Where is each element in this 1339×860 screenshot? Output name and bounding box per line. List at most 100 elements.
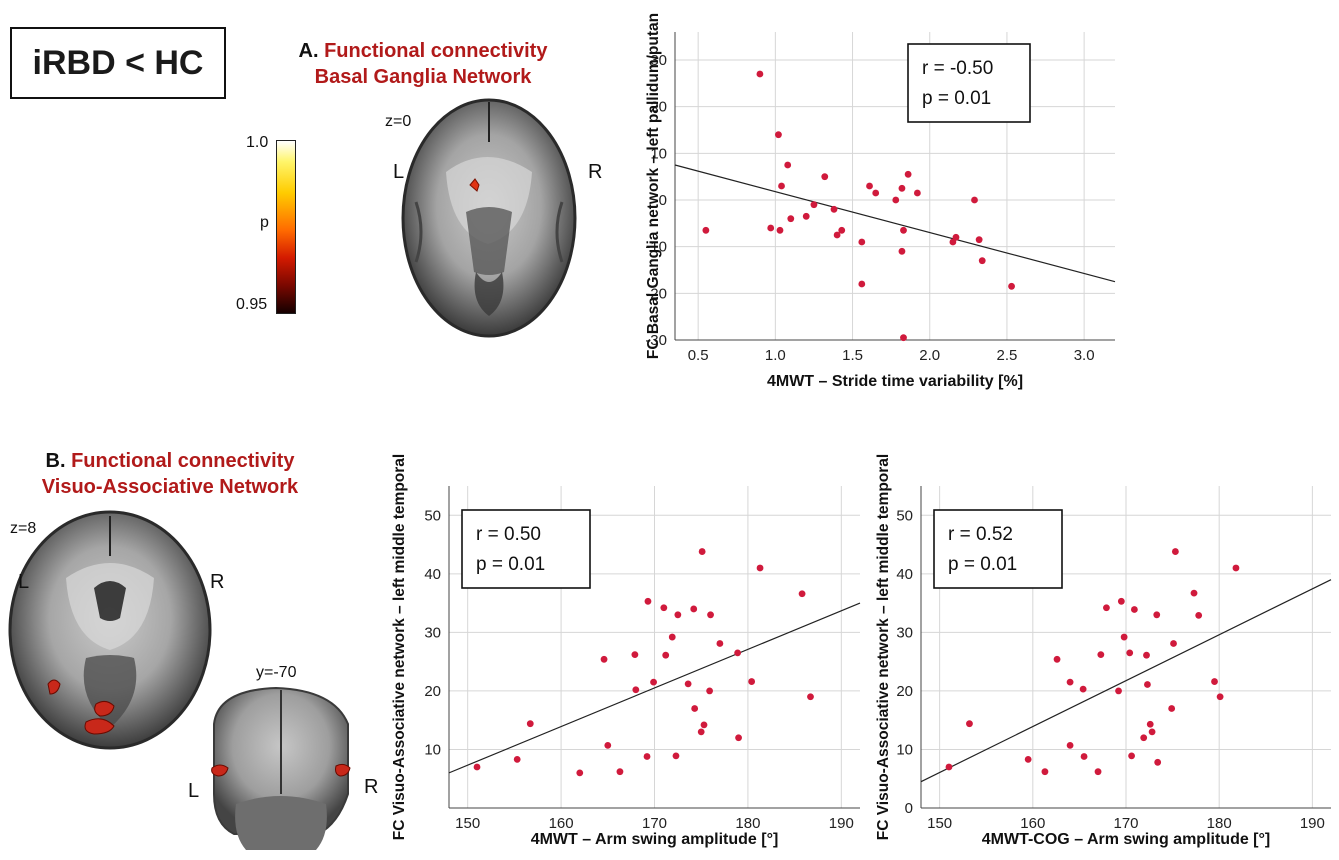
data-point xyxy=(1008,282,1015,290)
data-point xyxy=(776,226,784,234)
y-tick-label: 20 xyxy=(650,99,667,116)
data-point xyxy=(892,196,900,204)
data-point xyxy=(1080,753,1088,760)
panel-b-title-line2: Visuo-Associative Network xyxy=(41,476,299,498)
data-point xyxy=(1195,611,1203,619)
data-point xyxy=(821,173,829,181)
data-point xyxy=(700,721,708,729)
data-point xyxy=(1140,734,1148,742)
panel-b-coronal-right-label: R xyxy=(364,776,379,798)
data-point xyxy=(1117,597,1125,605)
data-point xyxy=(1146,720,1154,728)
panel-a-title-line1: Functional connectivity xyxy=(324,40,548,62)
data-point xyxy=(900,334,907,342)
data-point xyxy=(784,161,792,169)
data-point xyxy=(975,236,983,244)
data-point xyxy=(971,196,978,204)
stats-r-value: r = -0.50 xyxy=(922,58,993,79)
data-point xyxy=(900,226,907,234)
colorbar-mid-label: p xyxy=(260,214,269,231)
data-point xyxy=(778,182,785,190)
data-point xyxy=(802,212,810,220)
data-point xyxy=(945,763,953,771)
regression-line xyxy=(674,164,1116,283)
brain-axial-a xyxy=(401,98,577,338)
data-point xyxy=(616,768,624,776)
data-point xyxy=(1103,604,1110,612)
x-axis-label: 4MWT – Stride time variability [%] xyxy=(767,373,1023,390)
panel-b-letter: B. xyxy=(45,450,66,472)
panel-b-coronal-slice-label: y=-70 xyxy=(256,664,297,681)
data-point xyxy=(1144,681,1151,688)
data-point xyxy=(674,611,682,619)
y-axis-label: FC Visuo-Associative network – left midd… xyxy=(392,454,408,840)
data-point xyxy=(913,189,921,197)
y-tick-label: 10 xyxy=(896,741,913,758)
x-tick-label: 1.0 xyxy=(765,347,786,364)
x-axis-label: 4MWT-COG – Arm swing amplitude [°] xyxy=(982,831,1270,848)
data-point xyxy=(898,247,906,255)
data-point xyxy=(734,649,742,657)
panel-b-axial-slice-label: z=8 xyxy=(10,520,37,537)
data-point xyxy=(1094,768,1102,776)
contrast-title-box: iRBD < HC xyxy=(10,27,226,99)
data-point xyxy=(978,257,986,265)
data-point xyxy=(872,189,880,197)
data-point xyxy=(716,640,724,647)
data-point xyxy=(631,651,639,659)
data-point xyxy=(697,728,705,736)
data-point xyxy=(1130,606,1138,613)
scatter-chart-stride-variability: 0.5 1.0 1.5 2.0 2.5 3.0 -30 -20 -10 0 10 20 30 r = -0… xyxy=(645,13,1116,390)
data-point xyxy=(690,605,698,613)
data-point xyxy=(1154,758,1162,766)
data-point xyxy=(707,611,714,619)
data-point xyxy=(576,769,584,777)
data-point xyxy=(684,680,692,688)
data-point xyxy=(1143,651,1150,659)
panel-b-title-line1: Functional connectivity xyxy=(71,450,295,472)
panel-b-left-label: L xyxy=(18,571,30,593)
data-point xyxy=(952,233,960,241)
data-point xyxy=(904,170,912,178)
stats-p-value: p = 0.01 xyxy=(922,88,991,109)
x-tick-label: 160 xyxy=(1020,815,1045,832)
stats-p-value: p = 0.01 xyxy=(476,554,545,575)
y-tick-label: 50 xyxy=(424,507,441,524)
y-tick-label: -30 xyxy=(645,332,667,349)
data-point xyxy=(1041,768,1049,776)
stats-box xyxy=(933,509,1063,589)
data-point xyxy=(672,752,680,760)
y-tick-label: 40 xyxy=(424,566,441,583)
data-point xyxy=(830,205,838,213)
data-point xyxy=(644,597,652,605)
x-tick-label: 180 xyxy=(735,815,760,832)
data-point xyxy=(600,655,608,663)
data-point xyxy=(858,280,866,288)
data-point xyxy=(735,734,742,742)
y-tick-label: 50 xyxy=(896,507,913,524)
x-tick-label: 0.5 xyxy=(688,347,709,364)
panel-a-letter: A. xyxy=(298,40,319,62)
data-point xyxy=(1168,705,1176,712)
data-point xyxy=(643,753,651,760)
data-point xyxy=(756,70,764,78)
y-tick-label: 30 xyxy=(424,624,441,641)
activation-cluster xyxy=(469,178,480,192)
data-point xyxy=(1171,548,1179,555)
stats-box xyxy=(461,509,591,589)
data-point xyxy=(1066,678,1074,686)
x-tick-label: 160 xyxy=(549,815,574,832)
panel-a-title-line2: Basal Ganglia Network xyxy=(314,66,532,88)
x-tick-label: 170 xyxy=(642,815,667,832)
data-point xyxy=(1115,687,1122,695)
data-point xyxy=(767,224,775,232)
y-tick-label: 20 xyxy=(424,683,441,700)
x-tick-label: 2.0 xyxy=(919,347,940,364)
x-tick-label: 150 xyxy=(927,815,952,832)
x-tick-label: 180 xyxy=(1207,815,1232,832)
colorbar-top-label: 1.0 xyxy=(246,134,269,151)
data-point xyxy=(1097,651,1105,659)
scatter-chart-arm-swing: 150 160 170 180 190 10 20 30 40 50 r = 0.50 p = 0.0… xyxy=(392,454,861,848)
data-point xyxy=(833,231,841,239)
y-tick-label: -10 xyxy=(645,239,667,256)
